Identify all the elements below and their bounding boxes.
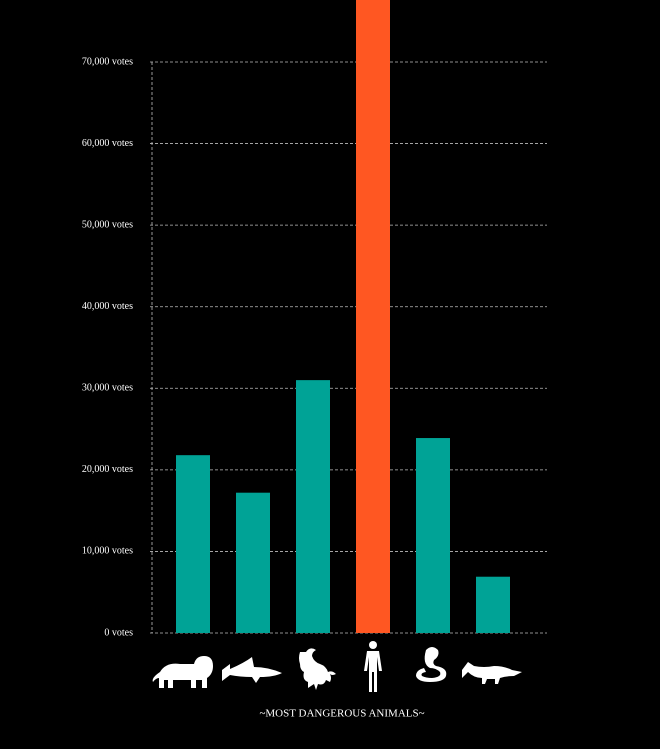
- y-tick-label: 10,000 votes: [82, 546, 133, 557]
- bar: [296, 380, 330, 633]
- crocodile-icon: [462, 662, 522, 684]
- y-tick-label: 50,000 votes: [82, 219, 133, 230]
- category-icons: [152, 641, 522, 692]
- y-tick-label: 0 votes: [104, 627, 133, 638]
- shark-icon: [222, 657, 282, 683]
- plot-area: 0 votes 10,000 votes 20,000 votes 30,000 vo…: [82, 0, 547, 638]
- scorpion-icon: [299, 648, 336, 690]
- bar: [176, 455, 210, 633]
- bar: [416, 438, 450, 633]
- y-tick-label: 70,000 votes: [82, 56, 133, 67]
- bar: [356, 0, 390, 633]
- y-tick-label: 40,000 votes: [82, 301, 133, 312]
- human-icon: [364, 641, 382, 692]
- y-tick-label: 60,000 votes: [82, 138, 133, 149]
- bar: [236, 492, 270, 633]
- y-tick-label: 20,000 votes: [82, 464, 133, 475]
- y-tick-label: 30,000 votes: [82, 383, 133, 394]
- bar: [476, 576, 510, 633]
- chart-title: ~MOST DANGEROUS ANIMALS~: [259, 708, 424, 720]
- snake-icon: [416, 647, 447, 682]
- lion-icon: [152, 656, 213, 688]
